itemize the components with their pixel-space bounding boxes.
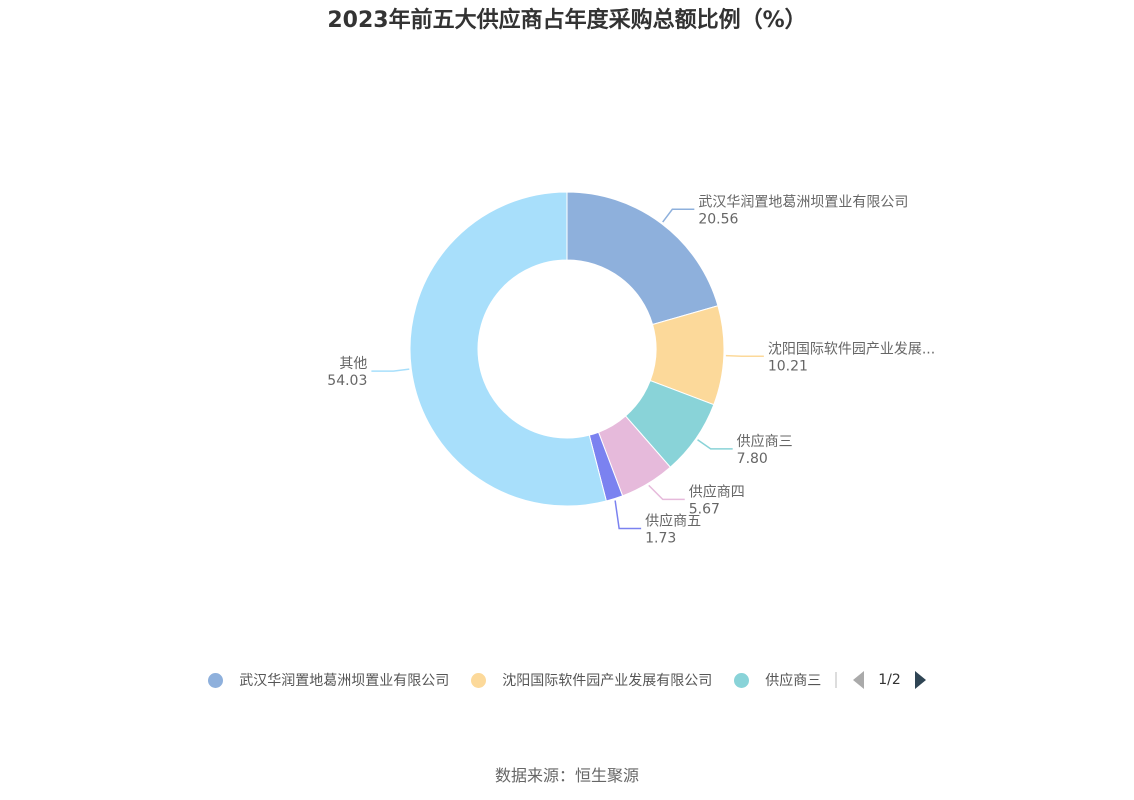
legend-pager: 1/2 <box>853 671 926 689</box>
prev-page-icon[interactable] <box>853 671 865 689</box>
slice-value-2: 10.21 <box>768 358 808 374</box>
leader-line-3 <box>697 439 733 450</box>
leader-line-4 <box>648 484 685 501</box>
leader-line-2 <box>725 354 764 358</box>
data-source: 数据来源：恒生聚源 <box>494 766 639 785</box>
slice-label-2: 沈阳国际软件园产业发展... <box>768 341 935 357</box>
slice-value-5: 1.73 <box>645 531 676 547</box>
leader-line-1 <box>662 208 695 223</box>
legend-page-indicator: 1/2 <box>878 672 901 688</box>
slice-6[interactable] <box>409 191 607 507</box>
legend-overflow-edge <box>835 672 843 688</box>
legend-label-2: 沈阳国际软件园产业发展有限公司 <box>502 673 713 689</box>
slice-value-4: 5.67 <box>689 501 720 517</box>
next-page-icon[interactable] <box>914 671 926 689</box>
legend-dot-3 <box>734 672 750 688</box>
legend-dot-2 <box>471 672 487 688</box>
slice-value-1: 20.56 <box>698 211 738 227</box>
slice-1[interactable] <box>566 191 719 326</box>
slice-label-6: 其他 <box>339 356 367 372</box>
slice-value-3: 7.80 <box>737 451 768 467</box>
chart-title: 2023年前五大供应商占年度采购总额比例（%） <box>327 8 807 33</box>
legend-item-3[interactable]: 供应商三 <box>734 670 821 690</box>
legend-label-1: 武汉华润置地葛洲坝置业有限公司 <box>239 673 450 689</box>
legend: 武汉华润置地葛洲坝置业有限公司 沈阳国际软件园产业发展有限公司 供应商三 1/2 <box>0 664 1134 696</box>
leader-line-5 <box>614 500 642 530</box>
legend-label-3: 供应商三 <box>765 673 822 689</box>
slice-label-1: 武汉华润置地葛洲坝置业有限公司 <box>698 194 908 210</box>
leader-line-6 <box>371 368 410 372</box>
slice-label-3: 供应商三 <box>737 433 793 450</box>
legend-dot-1 <box>208 672 224 688</box>
slice-label-5: 供应商五 <box>645 513 701 530</box>
legend-item-2[interactable]: 沈阳国际软件园产业发展有限公司 <box>471 670 712 690</box>
legend-item-1[interactable]: 武汉华润置地葛洲坝置业有限公司 <box>208 670 449 690</box>
slice-value-6: 54.03 <box>327 373 367 389</box>
slice-label-4: 供应商四 <box>689 483 745 500</box>
